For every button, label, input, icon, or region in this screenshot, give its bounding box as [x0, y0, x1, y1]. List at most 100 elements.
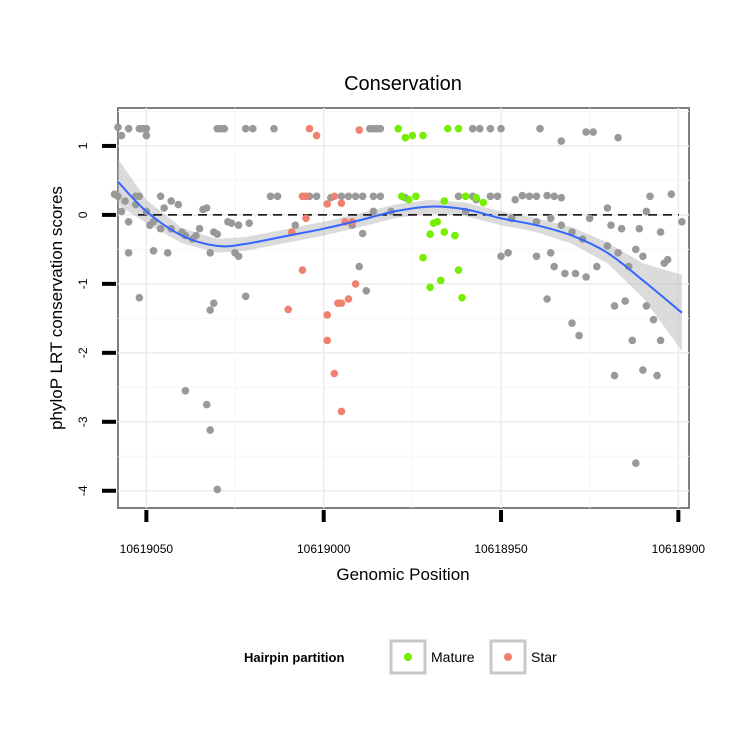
data-point-other — [653, 371, 661, 380]
data-point-other — [358, 192, 367, 201]
data-point-other — [270, 124, 278, 133]
y-tick-label: -1 — [76, 278, 90, 289]
data-point-other — [241, 124, 250, 133]
data-point-mature — [451, 231, 459, 240]
data-point-other — [206, 306, 214, 314]
data-point-other — [635, 224, 644, 233]
data-point-other — [210, 299, 218, 308]
data-point-other — [575, 331, 583, 340]
data-point-other — [202, 204, 211, 212]
data-point-other — [202, 400, 211, 409]
data-point-other — [142, 131, 151, 140]
data-point-other — [582, 128, 590, 136]
y-axis-ticks: -4 -3 -2 -1 0 1 — [76, 142, 116, 496]
data-point-other — [156, 224, 165, 233]
data-point-other — [497, 124, 505, 133]
data-point-star — [302, 214, 310, 223]
data-point-other — [557, 193, 566, 202]
data-point-other — [213, 230, 222, 238]
data-point-other — [582, 273, 590, 281]
data-point-other — [192, 231, 200, 240]
data-point-mature — [440, 197, 449, 205]
data-point-mature — [419, 253, 427, 262]
data-point-other — [632, 459, 640, 468]
data-point-star — [323, 311, 332, 319]
data-point-other — [543, 191, 551, 200]
data-point-mature — [408, 131, 417, 140]
data-point-mature — [401, 133, 410, 142]
data-point-other — [557, 137, 566, 145]
data-point-other — [273, 192, 282, 201]
data-point-other — [156, 192, 165, 201]
data-point-other — [234, 252, 243, 261]
data-point-other — [593, 262, 601, 271]
data-point-other — [642, 207, 651, 216]
data-point-star — [323, 200, 332, 208]
data-point-other — [532, 218, 541, 226]
data-point-other — [589, 128, 597, 136]
y-tick-label: -2 — [76, 347, 90, 358]
data-point-other — [149, 247, 158, 255]
data-point-star — [305, 124, 314, 133]
data-point-other — [568, 319, 576, 328]
data-point-star — [330, 192, 339, 201]
data-point-other — [476, 124, 484, 133]
y-axis-title: phyloP LRT conservation scores — [47, 186, 66, 430]
data-point-other — [312, 192, 321, 201]
data-point-other — [486, 192, 495, 201]
x-axis-ticks: 10619050 10619000 10618950 10618900 — [120, 510, 705, 556]
data-point-other — [135, 293, 144, 302]
legend-item-mature: Mature — [389, 639, 475, 675]
data-point-star — [337, 199, 346, 207]
data-point-other — [234, 221, 243, 229]
data-point-other — [614, 249, 622, 257]
data-point-other — [213, 485, 222, 494]
data-point-other — [536, 124, 544, 133]
data-point-other — [291, 221, 300, 229]
data-point-other — [543, 295, 551, 303]
data-point-other — [532, 252, 541, 261]
data-point-star — [323, 336, 332, 345]
data-point-mature — [426, 230, 434, 238]
data-point-mature — [426, 283, 434, 292]
data-point-other — [546, 214, 555, 223]
data-point-other — [610, 302, 619, 310]
data-point-mature — [454, 124, 463, 133]
data-point-star — [302, 192, 310, 201]
x-axis-title: Genomic Position — [336, 565, 469, 584]
data-point-other — [206, 249, 214, 257]
data-point-mature — [397, 192, 406, 201]
data-point-other — [369, 192, 378, 201]
data-point-other — [249, 124, 257, 133]
data-point-other — [624, 262, 633, 271]
data-point-other — [376, 192, 385, 201]
data-point-other — [667, 190, 676, 198]
data-point-star — [337, 299, 346, 308]
data-point-other — [603, 204, 612, 212]
data-point-other — [174, 200, 183, 209]
data-point-star — [284, 305, 293, 314]
data-point-other — [639, 366, 647, 374]
smooth-trend-line — [117, 181, 683, 314]
data-points — [110, 123, 686, 494]
data-point-other — [603, 242, 612, 250]
data-point-other — [504, 249, 512, 257]
data-point-other — [546, 249, 555, 257]
data-point-mature — [444, 124, 452, 133]
legend-title: Hairpin partition — [244, 650, 344, 665]
data-point-other — [160, 204, 168, 212]
y-tick-label: -3 — [76, 416, 90, 427]
data-point-other — [486, 124, 495, 133]
data-point-other — [557, 221, 566, 229]
data-point-other — [355, 262, 364, 271]
y-tick-label: 0 — [76, 211, 90, 218]
data-point-other — [497, 252, 505, 261]
data-point-other — [550, 262, 558, 271]
data-point-mature — [461, 192, 470, 201]
data-point-other — [142, 124, 151, 133]
data-point-other — [561, 269, 569, 278]
legend-label-star: Star — [531, 649, 557, 665]
data-point-other — [621, 297, 629, 305]
data-point-other — [344, 192, 353, 201]
